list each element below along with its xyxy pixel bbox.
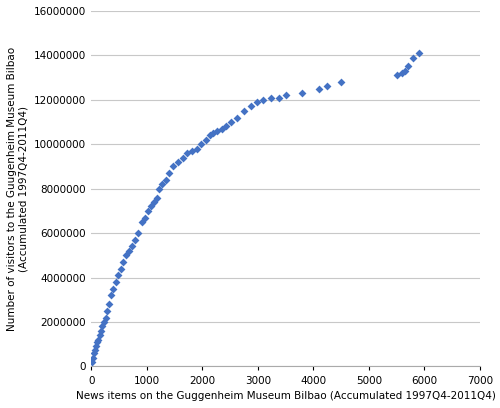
Point — [222, 123, 230, 130]
Point — [155, 186, 163, 192]
Point — [174, 159, 182, 165]
Point — [131, 237, 139, 243]
Point — [260, 97, 268, 103]
Point — [112, 279, 120, 285]
Point — [170, 163, 177, 170]
Point — [120, 259, 128, 265]
Point — [89, 354, 97, 361]
Point — [240, 108, 248, 114]
Y-axis label: Number of visitors to the Guugenheim Museum Bilbao
(Accumulated 1997Q4-2011Q4): Number of visitors to the Guugenheim Mus… — [7, 47, 28, 331]
Point — [105, 301, 113, 308]
Point — [122, 252, 130, 259]
Point — [337, 79, 345, 85]
Point — [128, 243, 136, 250]
Point — [158, 181, 166, 188]
Point — [88, 359, 96, 365]
Point — [227, 119, 235, 125]
Point — [152, 194, 160, 201]
Point — [401, 68, 409, 74]
Point — [398, 70, 406, 76]
Point — [107, 292, 115, 299]
Point — [144, 208, 152, 214]
Point — [90, 350, 98, 357]
Point — [92, 343, 100, 350]
Point — [415, 50, 423, 56]
Point — [184, 150, 192, 156]
Point — [202, 137, 209, 143]
Point — [114, 272, 122, 279]
Point — [110, 286, 118, 292]
Point — [218, 125, 226, 132]
Point — [91, 346, 99, 353]
Point — [188, 148, 196, 154]
Point — [210, 130, 218, 136]
Point — [102, 314, 110, 321]
Point — [206, 132, 214, 139]
Point — [150, 199, 158, 205]
Point — [138, 219, 146, 225]
Point — [266, 94, 274, 101]
Point — [162, 177, 170, 183]
Point — [275, 94, 283, 101]
Point — [134, 230, 142, 236]
Point — [96, 328, 104, 334]
Point — [246, 103, 254, 110]
Point — [94, 339, 102, 345]
Point — [100, 319, 108, 325]
Point — [125, 248, 133, 254]
X-axis label: News items on the Guggenheim Museum Bilbao (Accumulated 1997Q4-2011Q4): News items on the Guggenheim Museum Bilb… — [76, 391, 496, 401]
Point — [392, 72, 400, 79]
Point — [165, 170, 173, 176]
Point — [179, 154, 187, 161]
Point — [104, 308, 112, 314]
Point — [404, 63, 412, 70]
Point — [98, 323, 106, 330]
Point — [410, 54, 418, 61]
Point — [192, 145, 200, 152]
Point — [116, 266, 124, 272]
Point — [141, 214, 149, 221]
Point — [197, 141, 205, 148]
Point — [315, 85, 323, 92]
Point — [147, 203, 155, 210]
Point — [234, 114, 241, 121]
Point — [324, 83, 332, 90]
Point — [282, 92, 290, 99]
Point — [252, 99, 260, 105]
Point — [96, 332, 104, 339]
Point — [94, 337, 102, 343]
Point — [298, 90, 306, 96]
Point — [214, 128, 222, 134]
